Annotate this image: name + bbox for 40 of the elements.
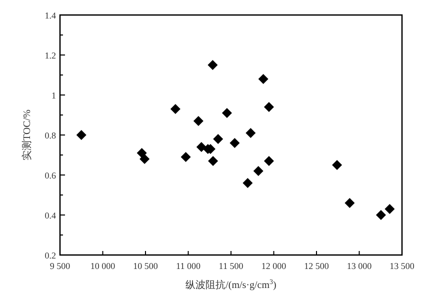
point [136,148,147,158]
point [213,134,224,144]
point [180,152,191,162]
point [258,74,268,84]
x-tick-label: 13 000 [346,261,372,271]
x-tick-label: 10 000 [90,261,116,271]
point [264,156,274,166]
point [332,160,342,170]
point [242,178,253,188]
point [76,130,86,140]
x-tick-label: 12 500 [304,261,330,271]
point [193,116,204,126]
x-tick-label: 10 500 [133,261,158,271]
x-tick-label: 11 500 [218,261,244,271]
point [253,166,264,176]
point [208,156,218,166]
point [376,210,386,220]
point [170,104,180,114]
y-tick-label: 0.8 [44,130,56,140]
point [264,102,274,112]
x-tick-label: 9 500 [50,261,71,271]
x-axis-title: 纵波阻抗/(m/s·g/cm$^{3}$) [186,278,276,291]
point [230,138,240,148]
point [140,154,150,164]
point [384,204,395,214]
x-tick-label: 12 000 [261,261,287,271]
point [246,128,256,138]
y-tick-label: 0.4 [44,210,56,220]
y-tick-label: 1 [52,90,56,100]
x-tick-label: 13 500 [390,261,415,271]
point [222,108,232,118]
y-tick-label: 0.2 [44,250,56,260]
x-tick-label: 11 000 [176,261,201,271]
point [196,142,206,152]
point [344,198,355,208]
y-tick-label: 0.6 [44,170,56,180]
y-tick-label: 1.4 [44,10,56,20]
y-axis-title: 实测TOC/% [21,110,33,160]
y-tick-label: 1.2 [44,50,56,60]
point [208,60,218,70]
